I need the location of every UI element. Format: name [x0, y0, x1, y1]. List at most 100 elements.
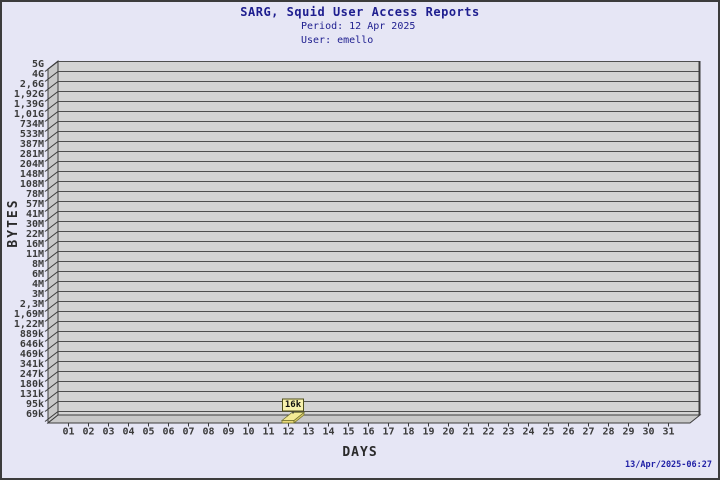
y-tick-label: 95k	[26, 399, 44, 410]
y-tick	[44, 91, 59, 102]
y-tick	[44, 201, 59, 212]
y-tick-label: 247k	[20, 369, 44, 380]
x-tick-label: 15	[342, 427, 354, 438]
x-tick-label: 30	[642, 427, 654, 438]
y-tick	[44, 341, 59, 352]
y-tick	[44, 291, 59, 302]
y-tick-label: 4M	[32, 279, 44, 290]
y-tick	[44, 251, 59, 262]
y-tick-label: 57M	[26, 199, 44, 210]
y-tick-label: 148M	[20, 169, 44, 180]
y-tick	[44, 101, 59, 112]
y-tick	[44, 311, 59, 322]
x-tick-label: 07	[182, 427, 194, 438]
y-tick-label: 8M	[32, 259, 44, 270]
y-tick-label: 41M	[26, 209, 44, 220]
y-tick-label: 180k	[20, 379, 44, 390]
x-tick-label: 10	[242, 427, 254, 438]
chart-title: SARG, Squid User Access Reports	[240, 5, 480, 19]
y-tick	[44, 121, 59, 132]
y-tick	[44, 371, 59, 382]
chart-period: Period: 12 Apr 2025	[301, 21, 416, 32]
x-tick-label: 08	[202, 427, 214, 438]
y-tick-label: 734M	[20, 119, 44, 130]
y-tick	[44, 81, 59, 92]
x-tick-label: 03	[102, 427, 114, 438]
y-tick-label: 4G	[32, 69, 44, 80]
x-tick-label: 01	[62, 427, 74, 438]
y-tick	[44, 321, 59, 332]
y-tick-label: 1,69M	[14, 309, 44, 320]
y-tick	[44, 401, 59, 412]
y-tick	[44, 411, 59, 422]
y-tick	[44, 151, 59, 162]
y-tick-label: 22M	[26, 229, 44, 240]
x-tick-label: 27	[582, 427, 594, 438]
x-tick-label: 12	[282, 427, 294, 438]
y-tick-label: 533M	[20, 129, 44, 140]
y-tick-label: 1,39G	[14, 99, 44, 110]
x-tick-label: 24	[522, 427, 534, 438]
y-tick-label: 3M	[32, 289, 44, 300]
y-tick-label: 6M	[32, 269, 44, 280]
x-tick-label: 09	[222, 427, 234, 438]
x-tick-label: 29	[622, 427, 634, 438]
x-tick-label: 26	[562, 427, 574, 438]
plot-back-wall	[58, 61, 700, 415]
y-tick-label: 78M	[26, 189, 44, 200]
y-tick	[44, 111, 59, 122]
x-tick-label: 02	[82, 427, 94, 438]
y-tick	[44, 361, 59, 372]
x-tick-label: 19	[422, 427, 434, 438]
y-tick	[44, 271, 59, 282]
y-tick	[44, 331, 59, 342]
y-tick	[44, 171, 59, 182]
y-tick	[44, 231, 59, 242]
y-tick-label: 108M	[20, 179, 44, 190]
x-tick-label: 28	[602, 427, 614, 438]
bar-side-face	[293, 411, 305, 424]
y-tick	[44, 241, 59, 252]
y-tick-label: 16M	[26, 239, 44, 250]
y-tick	[44, 161, 59, 172]
bottom-3d-floor	[46, 414, 702, 424]
y-tick-label: 30M	[26, 219, 44, 230]
y-tick	[44, 261, 59, 272]
x-tick-label: 16	[362, 427, 374, 438]
y-tick-label: 1,01G	[14, 109, 44, 120]
x-tick-label: 25	[542, 427, 554, 438]
x-tick-label: 14	[322, 427, 334, 438]
x-tick-label: 20	[442, 427, 454, 438]
x-tick-label: 31	[662, 427, 674, 438]
x-tick-label: 11	[262, 427, 274, 438]
x-tick-label: 23	[502, 427, 514, 438]
x-tick-label: 21	[462, 427, 474, 438]
y-tick-label: 1,22M	[14, 319, 44, 330]
y-tick	[44, 211, 59, 222]
y-tick	[44, 181, 59, 192]
y-tick	[44, 221, 59, 232]
x-tick-label: 17	[382, 427, 394, 438]
x-tick-label: 13	[302, 427, 314, 438]
y-tick-label: 204M	[20, 159, 44, 170]
y-tick	[44, 61, 59, 72]
bar-value-label: 16k	[285, 400, 302, 410]
bar-value-label-box	[282, 398, 304, 412]
y-tick-label: 2,6G	[20, 79, 44, 90]
chart-subtitle: Period: 12 Apr 2025 User: emello	[301, 20, 415, 48]
x-tick-label: 05	[142, 427, 154, 438]
bar-front-face	[281, 420, 295, 424]
y-tick	[44, 71, 59, 82]
y-tick-label: 2,3M	[20, 299, 44, 310]
y-tick-label: 387M	[20, 139, 44, 150]
y-tick	[44, 351, 59, 362]
y-tick	[44, 191, 59, 202]
y-tick-label: 131k	[20, 389, 44, 400]
y-tick-label: 11M	[26, 249, 44, 260]
y-tick	[44, 281, 59, 292]
y-tick-label: 889k	[20, 329, 44, 340]
y-tick-label: 341k	[20, 359, 44, 370]
chart-user: User: emello	[301, 35, 374, 46]
y-tick-label: 469k	[20, 349, 44, 360]
